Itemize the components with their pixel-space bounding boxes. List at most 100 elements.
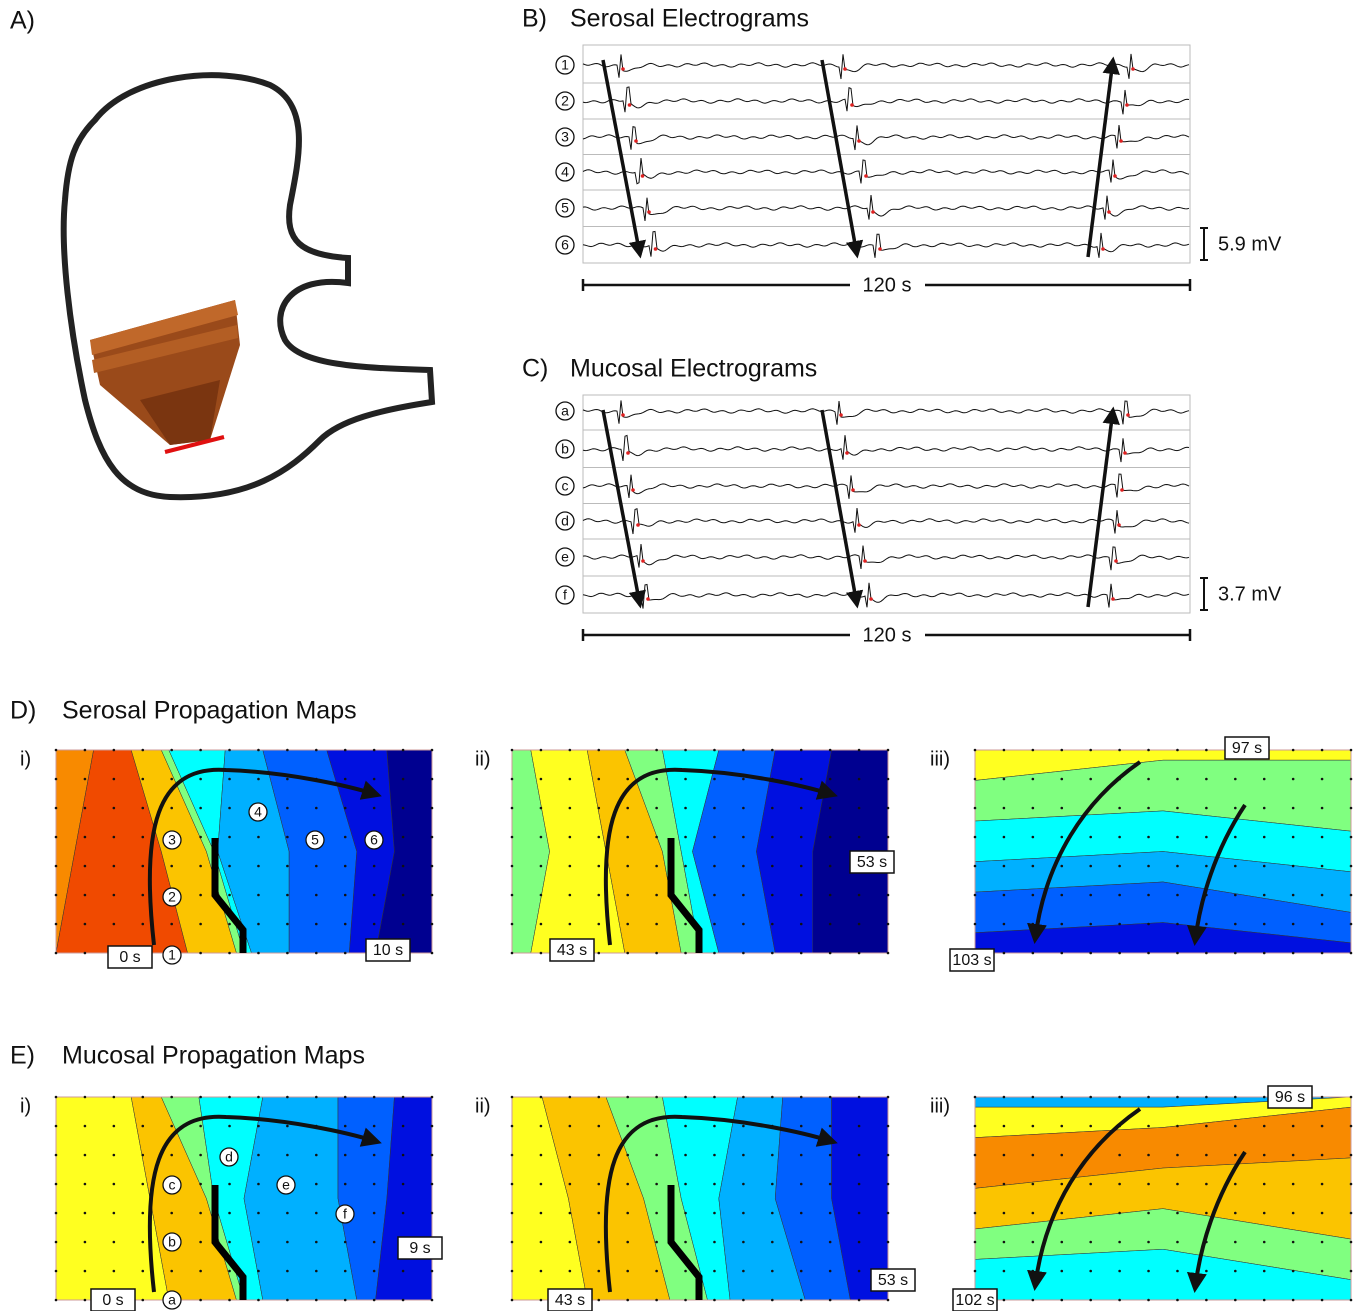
electrode-dot (344, 836, 347, 839)
electrode-dot (402, 923, 405, 926)
electrode-dot (655, 778, 658, 781)
electrode-dot (257, 1241, 260, 1244)
electrode-dot (597, 1096, 600, 1099)
electrode-dot (1060, 1183, 1063, 1186)
electrode-dot (402, 1125, 405, 1128)
electrode-dot (373, 1096, 376, 1099)
electrode-dot (1060, 952, 1063, 955)
electrode-dot (742, 1270, 745, 1273)
electrode-dot (771, 1154, 774, 1157)
electrode-dot (511, 836, 514, 839)
electrode-dot (1321, 836, 1324, 839)
electrode-dot (974, 1154, 977, 1157)
electrode-dot (1032, 807, 1035, 810)
electrode-dot (84, 778, 87, 781)
electrode-dot (800, 865, 803, 868)
electrode-dot (228, 1096, 231, 1099)
time-label: 103 s (952, 952, 991, 969)
electrode-dot (597, 1125, 600, 1128)
electrode-dot (257, 1270, 260, 1273)
electrode-dot (1205, 1125, 1208, 1128)
electrode-dot (1350, 1212, 1353, 1215)
electrode-dot (1147, 1270, 1150, 1273)
activation-marker (863, 559, 867, 563)
electrode-dot (1350, 1270, 1353, 1273)
electrode-dot (199, 1270, 202, 1273)
electrode-dot (1292, 1270, 1295, 1273)
electrode-dot (199, 1212, 202, 1215)
electrode-dot (55, 807, 58, 810)
electrode-dot (626, 1154, 629, 1157)
electrode-dot (431, 836, 434, 839)
electrode-dot (431, 1270, 434, 1273)
electrode-dot (170, 807, 173, 810)
electrode-dot (141, 1270, 144, 1273)
electrode-dot (141, 749, 144, 752)
electrode-label: 5 (311, 832, 319, 848)
activation-marker (1101, 247, 1105, 251)
electrode-dot (141, 1154, 144, 1157)
electrode-dot (1089, 1212, 1092, 1215)
electrode-dot (569, 1096, 572, 1099)
electrode-dot (887, 1154, 890, 1157)
electrode-dot (974, 894, 977, 897)
electrode-dot (257, 1154, 260, 1157)
electrode-dot (1060, 1299, 1063, 1302)
electrode-dot (1032, 836, 1035, 839)
activation-marker (641, 559, 645, 563)
map-label: i) (20, 748, 31, 770)
electrode-dot (655, 1299, 658, 1302)
electrode-dot (1003, 1154, 1006, 1157)
activation-marker (864, 174, 868, 178)
electrode-dot (742, 1154, 745, 1157)
activation-marker (626, 451, 630, 455)
electrode-dot (1118, 894, 1121, 897)
electrode-label: 5 (561, 200, 569, 216)
electrode-dot (1176, 807, 1179, 810)
electrode-label: f (563, 587, 567, 603)
electrode-dot (257, 952, 260, 955)
electrode-dot (113, 807, 116, 810)
electrode-dot (113, 749, 116, 752)
electrode-dot (431, 1212, 434, 1215)
electrode-dot (257, 923, 260, 926)
propagation-arrow (1088, 410, 1113, 607)
electrode-dot (1060, 865, 1063, 868)
electrode-dot (402, 1212, 405, 1215)
electrode-dot (55, 836, 58, 839)
electrode-dot (569, 778, 572, 781)
electrode-dot (540, 1212, 543, 1215)
electrogram-trace (583, 232, 1189, 258)
electrode-dot (1350, 952, 1353, 955)
electrode-dot (1263, 778, 1266, 781)
electrode-dot (858, 1154, 861, 1157)
electrode-dot (1292, 807, 1295, 810)
electrogram-trace (583, 474, 1189, 499)
electrode-label: 4 (254, 804, 262, 820)
electrode-dot (829, 1241, 832, 1244)
electrode-dot (1176, 1270, 1179, 1273)
electrode-dot (626, 807, 629, 810)
electrode-dot (1234, 1125, 1237, 1128)
electrode-dot (84, 1096, 87, 1099)
electrode-dot (286, 749, 289, 752)
electrode-dot (141, 1299, 144, 1302)
electrode-dot (626, 1125, 629, 1128)
activation-marker (851, 488, 855, 492)
electrode-dot (742, 778, 745, 781)
electrode-dot (170, 1125, 173, 1128)
electrode-dot (887, 1241, 890, 1244)
electrode-dot (1118, 749, 1121, 752)
electrode-dot (228, 1241, 231, 1244)
activation-marker (1111, 597, 1115, 601)
electrode-dot (1292, 952, 1295, 955)
electrode-dot (373, 1183, 376, 1186)
electrogram-trace (583, 54, 1189, 79)
electrode-dot (431, 894, 434, 897)
electrode-dot (1321, 1212, 1324, 1215)
electrode-dot (344, 807, 347, 810)
electrode-dot (1032, 1270, 1035, 1273)
electrode-dot (771, 923, 774, 926)
electrode-dot (569, 894, 572, 897)
electrode-dot (431, 1125, 434, 1128)
